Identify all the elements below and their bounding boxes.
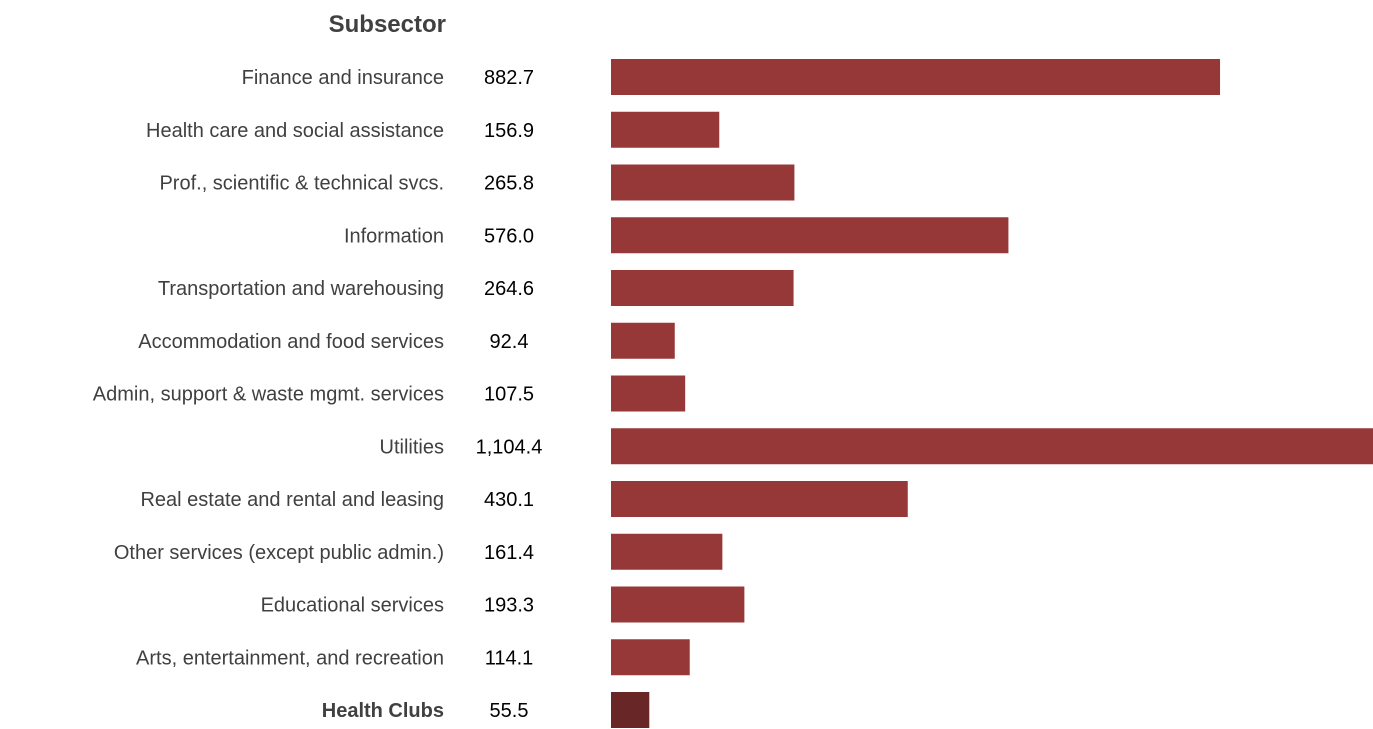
- category-label-admin-support-waste-mgmt-services: Admin, support & waste mgmt. services: [93, 384, 444, 406]
- category-label-prof-scientific-technical-svcs: Prof., scientific & technical svcs.: [159, 173, 444, 195]
- bar-prof-scientific-technical-svcs: [611, 164, 795, 201]
- bar-admin-support-waste-mgmt-services: [611, 375, 686, 412]
- bar-utilities: [611, 428, 1373, 465]
- category-label-educational-services: Educational services: [261, 595, 444, 617]
- column-header: Subsector: [329, 11, 446, 38]
- value-label-utilities: 1,104.4: [476, 436, 543, 458]
- value-label-transportation-and-warehousing: 264.6: [484, 278, 534, 300]
- bar-finance-and-insurance: [611, 59, 1221, 95]
- category-label-arts-entertainment-and-recreation: Arts, entertainment, and recreation: [136, 647, 444, 669]
- category-label-transportation-and-warehousing: Transportation and warehousing: [158, 278, 444, 300]
- value-label-health-care-and-social-assistance: 156.9: [484, 120, 534, 142]
- bar-real-estate-and-rental-and-leasing: [611, 481, 908, 517]
- bar-health-care-and-social-assistance: [611, 111, 720, 148]
- bar-accommodation-and-food-services: [611, 322, 675, 359]
- category-label-accommodation-and-food-services: Accommodation and food services: [138, 331, 444, 353]
- bar-educational-services: [611, 586, 745, 623]
- chart-rows: Finance and insurance 882.7 Health care an…: [93, 59, 1373, 728]
- value-label-information: 576.0: [484, 225, 534, 247]
- value-label-prof-scientific-technical-svcs: 265.8: [484, 173, 534, 195]
- value-label-admin-support-waste-mgmt-services: 107.5: [484, 384, 534, 406]
- category-label-other-services-except-public-admin: Other services (except public admin.): [114, 542, 444, 564]
- value-label-finance-and-insurance: 882.7: [484, 67, 534, 89]
- bar-arts-entertainment-and-recreation: [611, 639, 690, 676]
- category-label-real-estate-and-rental-and-leasing: Real estate and rental and leasing: [140, 489, 444, 511]
- value-label-real-estate-and-rental-and-leasing: 430.1: [484, 489, 534, 511]
- category-label-information: Information: [344, 225, 444, 247]
- bar-transportation-and-warehousing: [611, 270, 794, 306]
- category-label-utilities: Utilities: [380, 436, 444, 458]
- value-label-arts-entertainment-and-recreation: 114.1: [485, 647, 534, 669]
- category-label-health-care-and-social-assistance: Health care and social assistance: [146, 120, 444, 142]
- value-label-accommodation-and-food-services: 92.4: [490, 331, 529, 353]
- value-label-health-clubs: 55.5: [490, 700, 529, 722]
- category-label-health-clubs: Health Clubs: [322, 700, 444, 722]
- bar-other-services-except-public-admin: [611, 533, 723, 570]
- bar-information: [611, 217, 1009, 254]
- value-label-other-services-except-public-admin: 161.4: [484, 542, 534, 564]
- value-label-educational-services: 193.3: [484, 595, 534, 617]
- bar-health-clubs: [611, 692, 650, 728]
- category-label-finance-and-insurance: Finance and insurance: [242, 67, 444, 89]
